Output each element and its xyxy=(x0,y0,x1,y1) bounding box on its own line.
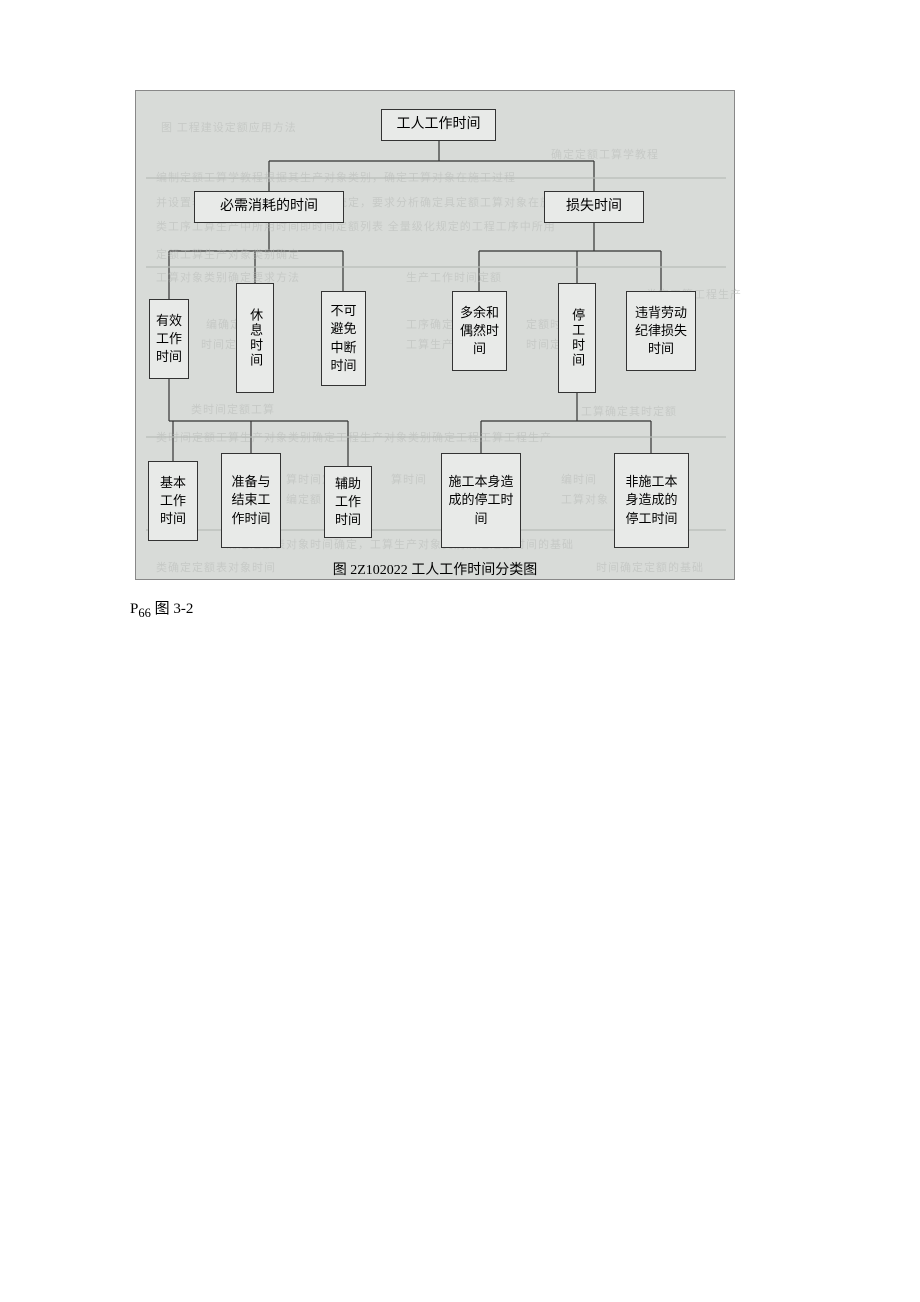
node-violate: 违背劳动纪律损失时间 xyxy=(626,291,696,371)
node-root: 工人工作时间 xyxy=(381,109,496,141)
node-interrupt: 不可避免中断时间 xyxy=(321,291,366,386)
node-aux-text: 辅助工作时间 xyxy=(335,475,361,530)
page-ref-post: 图 3-2 xyxy=(151,601,194,617)
node-stop-text: 停工时间 xyxy=(568,308,586,368)
scan-artifact: 定额工算生产对象类别确定 xyxy=(156,246,300,262)
node-extra: 多余和偶然时间 xyxy=(452,291,507,371)
page-reference-label: P66 图 3-2 xyxy=(130,597,193,621)
node-loss: 损失时间 xyxy=(544,191,644,223)
scan-artifact: 工算对象类别确定要求方法 xyxy=(156,269,300,285)
node-prep: 准备与结束工作时间 xyxy=(221,453,281,548)
node-constr-stop-text: 施工本身造成的停工时间 xyxy=(448,473,513,528)
node-rest: 休息时间 xyxy=(236,283,274,393)
page-ref-sub: 66 xyxy=(138,606,151,620)
node-consume-text: 必需消耗的时间 xyxy=(220,197,318,217)
scan-artifact: 算时间 xyxy=(391,471,427,487)
scan-artifact: 生产工作时间定额 xyxy=(406,269,502,285)
scan-artifact: 工算生产 xyxy=(406,336,454,352)
scan-artifact: 工算确定其时定额 xyxy=(581,403,677,419)
node-effective: 有效工作时间 xyxy=(149,299,189,379)
scan-artifact: 编时间 xyxy=(561,471,597,487)
node-violate-text: 违背劳动纪律损失时间 xyxy=(635,304,687,359)
node-loss-text: 损失时间 xyxy=(566,197,622,217)
node-effective-text: 有效工作时间 xyxy=(156,312,182,367)
scan-artifact: 确定定额工算学教程 xyxy=(551,146,659,162)
node-aux: 辅助工作时间 xyxy=(324,466,372,538)
scan-artifact: 类时间定额工算 xyxy=(191,401,275,417)
node-basic: 基本工作时间 xyxy=(148,461,198,541)
node-extra-text: 多余和偶然时间 xyxy=(460,304,499,359)
node-rest-text: 休息时间 xyxy=(246,308,264,368)
diagram-container: 图 工程建设定额应用方法确定定额工算学教程编制定额工算学教程根据其生产对象类别，… xyxy=(135,90,735,580)
node-constr-stop: 施工本身造成的停工时间 xyxy=(441,453,521,548)
node-consume: 必需消耗的时间 xyxy=(194,191,344,223)
node-interrupt-text: 不可避免中断时间 xyxy=(330,302,356,375)
scan-artifact: 工算对象 xyxy=(561,491,609,507)
scan-artifact: 图 工程建设定额应用方法 xyxy=(161,119,297,135)
node-nonconstr-stop: 非施工本身造成的停工时间 xyxy=(614,453,689,548)
node-prep-text: 准备与结束工作时间 xyxy=(231,473,270,528)
figure-caption-text: 图 2Z102022 工人工作时间分类图 xyxy=(333,563,538,578)
scan-artifact: 编定额 xyxy=(286,491,322,507)
node-nonconstr-stop-text: 非施工本身造成的停工时间 xyxy=(625,473,677,528)
node-root-text: 工人工作时间 xyxy=(397,115,481,135)
node-stop: 停工时间 xyxy=(558,283,596,393)
node-basic-text: 基本工作时间 xyxy=(160,474,186,529)
figure-caption: 图 2Z102022 工人工作时间分类图 xyxy=(136,559,734,579)
